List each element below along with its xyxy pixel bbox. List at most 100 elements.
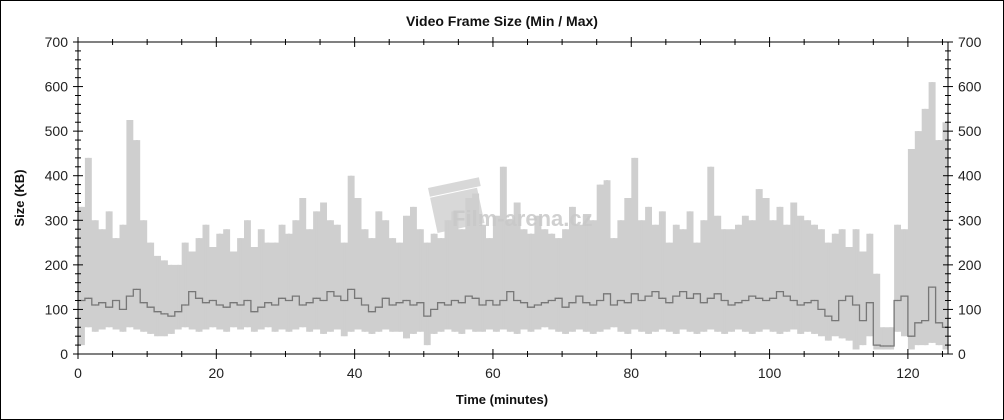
line-point [488, 299, 491, 302]
line-point [433, 308, 435, 311]
line-point [184, 304, 186, 306]
line-point [419, 302, 421, 304]
clapper-body [430, 187, 485, 233]
line-point [163, 313, 166, 315]
line-point [910, 335, 912, 337]
line-point [578, 295, 580, 297]
line-point [647, 295, 650, 297]
line-point [385, 297, 387, 299]
line-point [398, 302, 401, 304]
line-point [744, 299, 746, 302]
line-point [115, 299, 117, 302]
line-point [820, 308, 823, 311]
line-point [260, 306, 262, 308]
line-point [737, 302, 740, 304]
line-point [938, 322, 940, 324]
line-point [281, 297, 283, 299]
line-point [177, 311, 179, 313]
x-tick-label: 40 [347, 365, 363, 381]
line-point [454, 299, 456, 302]
x-tick-label: 80 [623, 365, 639, 381]
line-point [613, 304, 615, 306]
line-point [717, 293, 719, 295]
line-point [800, 304, 802, 306]
line-point [730, 304, 733, 306]
line-point [475, 297, 477, 299]
line-point [468, 295, 470, 297]
line-point [592, 304, 594, 306]
line-point [350, 288, 352, 290]
y-tick-label: 200 [45, 257, 69, 273]
line-point [405, 299, 408, 302]
line-point [129, 295, 131, 297]
line-point [156, 311, 159, 313]
line-point [101, 302, 103, 304]
line-point [212, 299, 214, 302]
line-point [378, 306, 380, 308]
line-point [392, 304, 394, 306]
line-point [827, 315, 829, 317]
line-point [862, 319, 864, 322]
line-point [322, 299, 325, 302]
line-point [703, 302, 705, 304]
line-point [793, 299, 795, 302]
line-point [834, 319, 836, 322]
line-point [219, 304, 221, 306]
line-point [696, 293, 698, 295]
line-point [813, 299, 816, 302]
line-point [765, 299, 767, 302]
line-point [606, 293, 608, 295]
x-tick-label: 120 [896, 365, 920, 381]
y-tick-label: 300 [45, 212, 69, 228]
line-point [461, 302, 463, 304]
line-point [675, 295, 677, 297]
line-point [205, 302, 207, 304]
line-point [841, 299, 843, 302]
line-point [627, 302, 629, 304]
chart-title: Video Frame Size (Min / Max) [406, 13, 598, 29]
line-point [170, 315, 172, 317]
line-point [329, 291, 332, 293]
line-point [661, 297, 663, 299]
x-axis-label: Time (minutes) [456, 392, 548, 407]
line-point [288, 299, 290, 302]
y-tick-label-right: 500 [958, 123, 982, 139]
line-point [620, 299, 622, 302]
clapper-top [428, 177, 481, 197]
x-tick-label: 60 [485, 365, 501, 381]
y-axis-label: Size (KB) [12, 169, 27, 226]
line-point [191, 291, 193, 293]
line-point [150, 306, 152, 308]
line-point [558, 297, 560, 299]
line-point [537, 304, 539, 306]
line-point [889, 345, 892, 347]
clapperboard-icon [428, 177, 485, 233]
line-point [931, 286, 933, 288]
line-point [924, 319, 926, 322]
line-point [869, 302, 871, 304]
line-point [267, 302, 269, 304]
line-point [668, 302, 670, 304]
line-point [246, 299, 249, 302]
line-point [654, 291, 657, 293]
y-tick-label: 700 [45, 34, 69, 50]
line-point [599, 299, 601, 302]
y-tick-label-right: 200 [958, 257, 982, 273]
line-point [364, 304, 366, 306]
y-tick-label-right: 0 [958, 346, 966, 362]
line-point [87, 297, 89, 299]
line-point [509, 291, 511, 293]
line-point [371, 311, 373, 313]
line-point [710, 297, 712, 299]
line-point [447, 304, 449, 306]
line-point [495, 304, 498, 306]
line-point [786, 295, 788, 297]
line-point [848, 295, 850, 297]
line-point [302, 304, 304, 306]
line-point [198, 297, 200, 299]
line-point [233, 302, 235, 304]
line-point [440, 302, 442, 304]
x-tick-label: 20 [209, 365, 225, 381]
y-tick-label: 100 [45, 301, 69, 317]
data-layer [78, 82, 948, 350]
